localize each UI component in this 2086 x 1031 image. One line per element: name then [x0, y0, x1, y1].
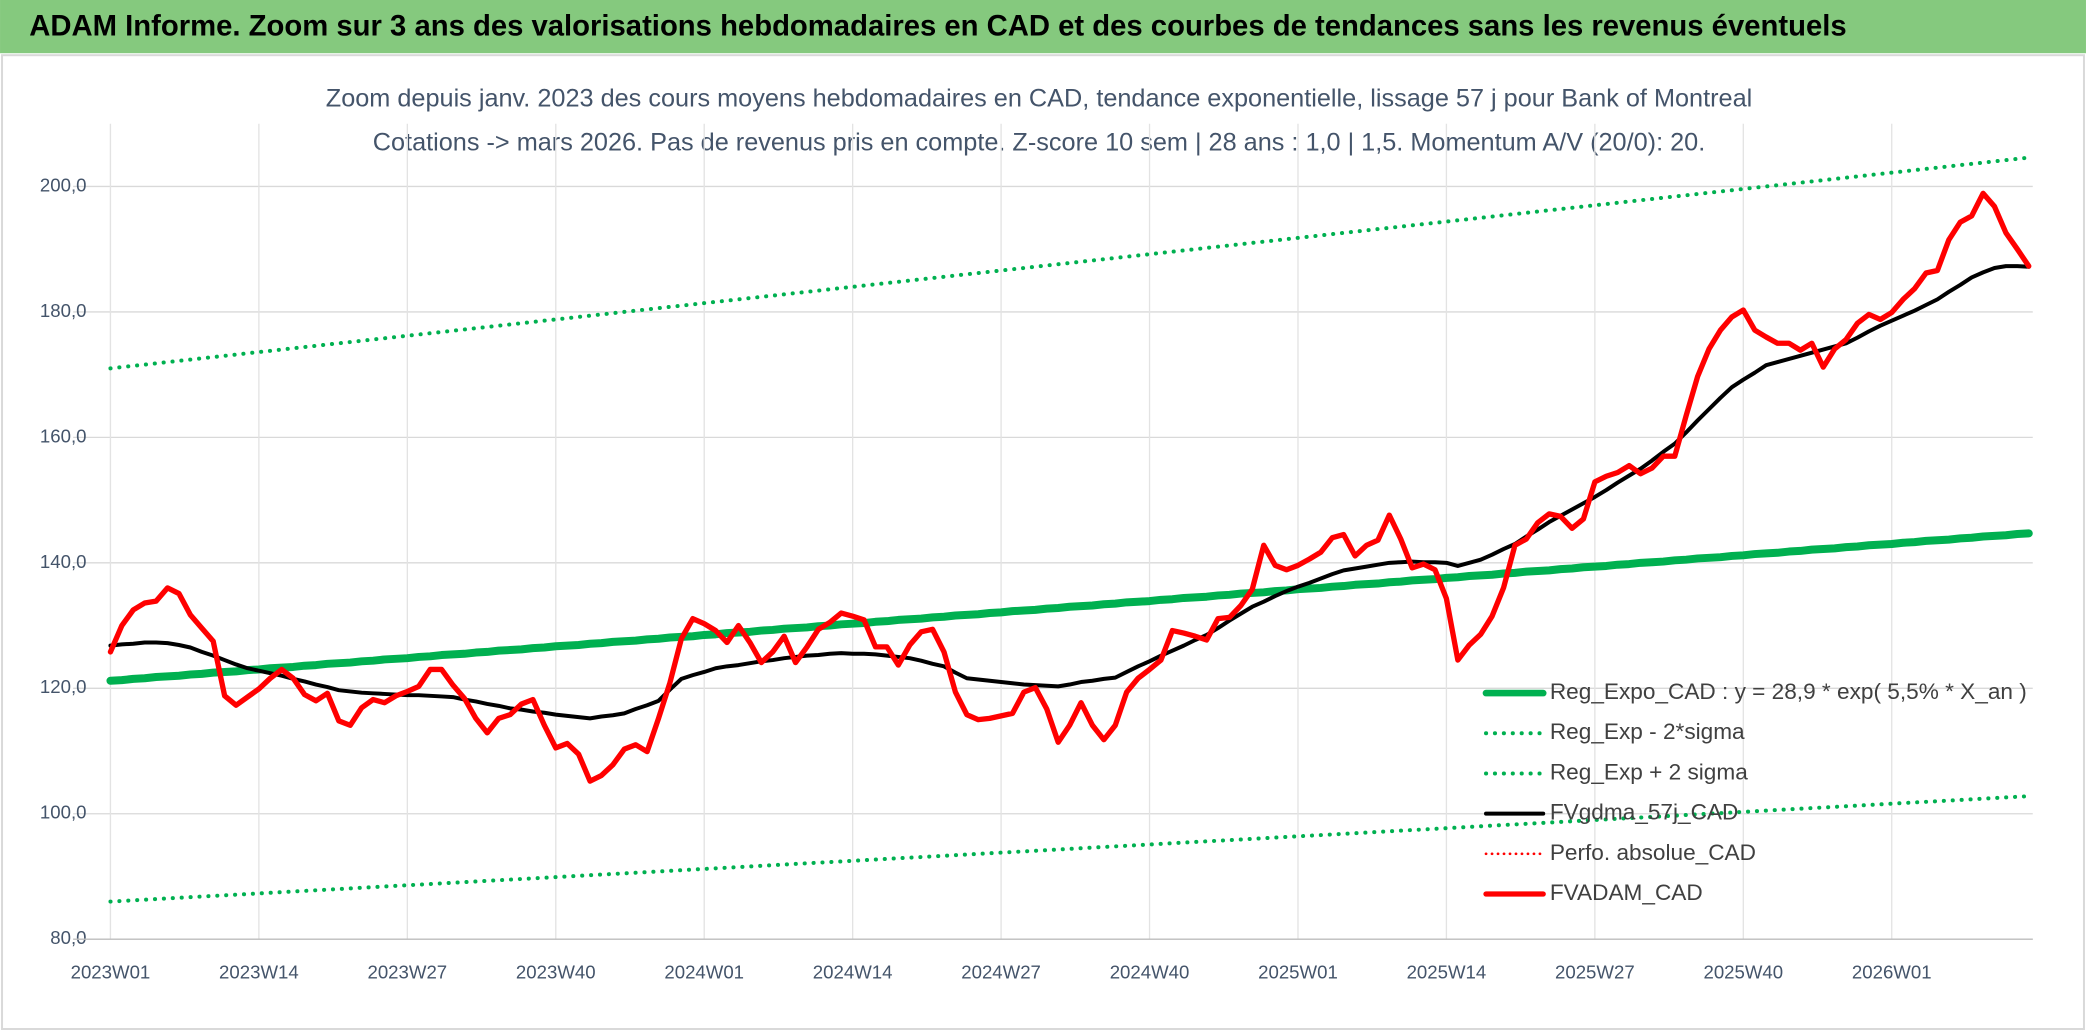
series-line: [106, 529, 2033, 685]
y-tick-label: 180,0: [40, 300, 87, 321]
legend-label: FVgdma_57j_CAD: [1550, 800, 1739, 825]
y-tick-label: 120,0: [40, 676, 87, 697]
y-tick-label: 80,0: [50, 927, 86, 948]
x-tick-label: 2025W40: [1703, 962, 1783, 983]
y-tick-label: 100,0: [40, 802, 87, 823]
y-tick-label: 160,0: [40, 425, 87, 446]
legend-label: FVADAM_CAD: [1550, 880, 1703, 905]
header-title: ADAM Informe. Zoom sur 3 ans des valoris…: [29, 11, 1846, 43]
legend-label: Perfo. absolue_CAD: [1550, 840, 1756, 865]
chart-title: Zoom depuis janv. 2023 des cours moyens …: [326, 84, 1752, 112]
y-tick-label: 200,0: [40, 174, 87, 195]
series-line: [108, 794, 2031, 904]
x-tick-label: 2025W01: [1258, 962, 1338, 983]
legend-label: Reg_Expo_CAD : y = 28,9 * exp( 5,5% * X_…: [1550, 679, 2027, 704]
series-line: [108, 264, 2031, 721]
chart-subtitle: Cotations -> mars 2026. Pas de revenus p…: [373, 128, 1706, 156]
y-tick-label: 140,0: [40, 551, 87, 572]
series-line: [108, 155, 2031, 371]
x-tick-label: 2024W40: [1110, 962, 1190, 983]
legend-label: Reg_Exp + 2 sigma: [1550, 759, 1748, 784]
x-tick-label: 2023W40: [516, 962, 596, 983]
chart-border: [1, 54, 2085, 1031]
x-tick-label: 2023W27: [367, 962, 447, 983]
header-band: [0, 0, 2086, 54]
plot-area: 80,0 100,0 120,0 140,0 160,0 180,0 200,0 2023W0…: [40, 123, 2033, 983]
legend-label: Reg_Exp - 2*sigma: [1550, 719, 1745, 744]
x-tick-label: 2026W01: [1852, 962, 1932, 983]
series-line: [107, 190, 2032, 784]
x-tick-label: 2025W27: [1555, 962, 1635, 983]
x-tick-label: 2025W14: [1407, 962, 1487, 983]
x-tick-label: 2023W14: [219, 962, 299, 983]
x-tick-label: 2023W01: [71, 962, 151, 983]
x-tick-label: 2024W14: [813, 962, 893, 983]
x-tick-label: 2024W01: [664, 962, 744, 983]
x-tick-label: 2024W27: [961, 962, 1041, 983]
